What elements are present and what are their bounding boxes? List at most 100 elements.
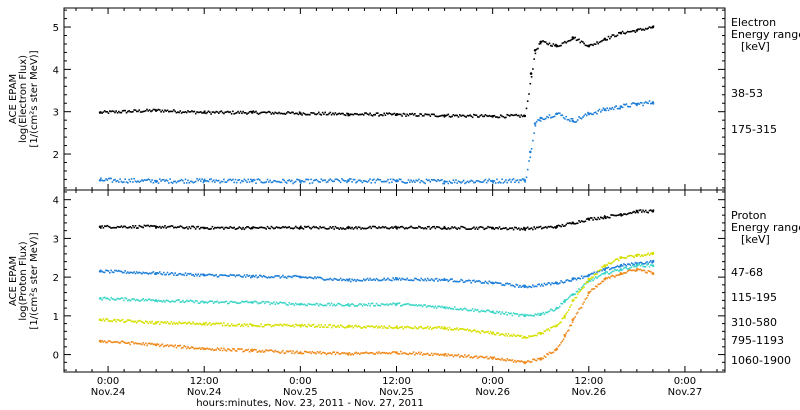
- data-point: [498, 311, 501, 313]
- data-point: [416, 115, 419, 117]
- data-point: [310, 227, 312, 230]
- data-point: [480, 330, 483, 332]
- legend-entry-175-315: 175-315: [731, 123, 777, 136]
- key-data-point: [529, 150, 532, 154]
- key-data-point: [603, 108, 607, 111]
- key-data-point: [443, 114, 446, 117]
- data-point: [611, 274, 614, 277]
- data-point: [377, 304, 379, 307]
- key-data-point: [651, 272, 655, 275]
- data-point: [269, 349, 271, 351]
- data-point: [178, 345, 180, 347]
- data-point: [378, 226, 380, 228]
- data-point: [488, 280, 491, 283]
- data-point: [109, 320, 111, 323]
- data-point: [579, 221, 582, 223]
- data-point: [256, 227, 259, 229]
- data-point: [268, 227, 270, 229]
- data-point: [371, 325, 374, 328]
- data-point: [530, 76, 533, 78]
- data-point: [532, 228, 534, 231]
- data-point: [465, 356, 467, 358]
- data-point: [447, 227, 450, 229]
- data-point: [166, 179, 169, 182]
- data-point: [407, 227, 410, 229]
- data-point: [362, 114, 365, 116]
- data-point: [461, 279, 464, 282]
- data-point: [405, 182, 407, 184]
- data-point: [253, 111, 256, 114]
- data-point: [291, 325, 293, 327]
- data-point: [135, 342, 138, 345]
- data-point: [459, 181, 461, 183]
- data-point: [593, 216, 596, 219]
- data-point: [424, 227, 426, 229]
- data-point: [162, 345, 165, 348]
- data-point: [415, 277, 417, 280]
- data-point: [268, 110, 270, 113]
- data-point: [247, 226, 250, 228]
- data-point: [380, 180, 383, 183]
- data-point: [377, 112, 379, 114]
- data-point: [398, 226, 401, 229]
- data-point: [538, 119, 541, 121]
- data-point: [268, 323, 270, 326]
- data-point: [434, 352, 437, 355]
- proton-legend-title: Proton Energy ranges [keV]: [731, 209, 800, 246]
- data-point: [465, 308, 467, 311]
- data-point: [623, 263, 625, 265]
- data-point: [239, 348, 242, 350]
- data-point: [557, 345, 560, 348]
- data-point: [319, 181, 321, 183]
- data-point: [318, 324, 320, 326]
- data-point: [239, 325, 242, 328]
- data-point: [334, 353, 337, 356]
- data-point: [488, 114, 491, 117]
- data-point: [428, 225, 430, 228]
- data-point: [319, 225, 321, 228]
- data-point: [400, 178, 402, 181]
- data-point: [221, 324, 224, 327]
- data-point: [193, 323, 196, 325]
- data-point: [509, 115, 511, 117]
- data-point: [185, 182, 188, 184]
- data-point: [150, 272, 152, 275]
- data-point: [485, 281, 488, 284]
- data-point: [552, 43, 555, 45]
- data-point: [184, 178, 187, 181]
- data-point: [550, 352, 552, 354]
- data-point: [157, 320, 160, 323]
- data-point: [339, 277, 342, 280]
- data-point: [503, 116, 506, 119]
- data-point: [146, 272, 148, 274]
- data-point: [234, 349, 237, 352]
- data-point: [432, 354, 434, 357]
- data-point: [453, 306, 456, 308]
- data-point: [371, 115, 374, 117]
- data-point: [648, 100, 651, 102]
- data-point: [616, 269, 619, 271]
- data-point: [609, 268, 611, 271]
- data-point: [328, 302, 330, 305]
- data-point: [487, 357, 489, 360]
- data-point: [405, 227, 407, 229]
- data-point: [614, 106, 616, 108]
- data-point: [388, 278, 391, 281]
- data-point: [407, 303, 410, 305]
- data-point: [288, 301, 291, 304]
- data-point: [210, 113, 212, 115]
- data-point: [332, 304, 334, 307]
- data-point: [162, 322, 165, 324]
- data-point: [469, 114, 471, 116]
- data-point: [264, 350, 266, 353]
- data-point: [624, 32, 626, 35]
- data-point: [630, 269, 633, 272]
- data-point: [401, 225, 403, 228]
- data-point: [139, 111, 142, 113]
- data-point: [116, 340, 119, 343]
- data-point: [121, 318, 124, 321]
- data-point: [514, 226, 516, 229]
- data-point: [124, 225, 126, 228]
- data-point: [329, 352, 332, 354]
- data-point: [638, 28, 641, 31]
